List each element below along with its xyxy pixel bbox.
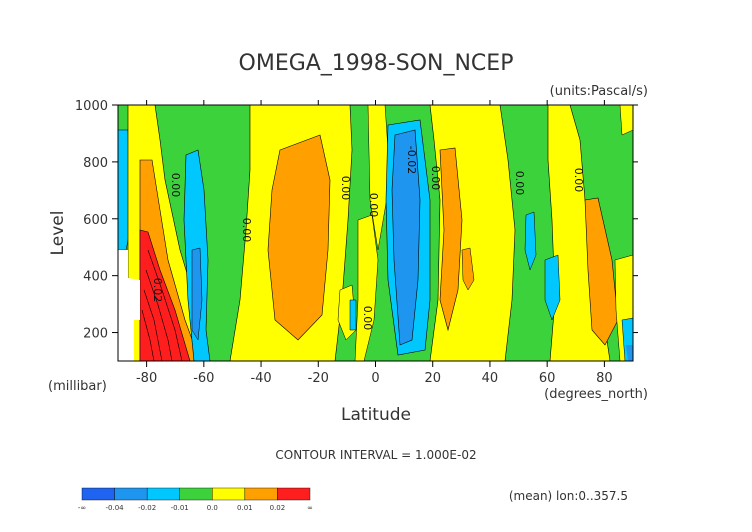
y-tick-label: 600 xyxy=(83,213,108,228)
colorbar-label: -0.04 xyxy=(106,504,125,512)
colorbar-label: -0.02 xyxy=(138,504,156,512)
region-blue-corner-bottom xyxy=(626,345,633,361)
x-tick-label: 0 xyxy=(371,371,379,386)
colorbar-swatch xyxy=(146,487,180,501)
x-tick-label: -40 xyxy=(250,371,271,386)
region-orange-northsubtropic xyxy=(439,147,463,332)
region-yellow-equator-top xyxy=(367,105,391,251)
contour-label: 0.00 xyxy=(572,168,585,193)
y-tick-label: 400 xyxy=(83,270,108,285)
y-axis: 200 400 600 800 1000 xyxy=(75,99,638,342)
contour-label: 0.00 xyxy=(240,218,253,243)
colorbar-swatch xyxy=(277,487,311,501)
units-label: (units:Pascal/s) xyxy=(550,84,648,99)
contour-label: 0.00 xyxy=(361,306,374,331)
y-tick-label: 200 xyxy=(83,327,108,342)
region-yellow-northsubtropic xyxy=(429,105,516,361)
contour-labels: 0.00 0.00 0.00 0.00 -0.02 0.00 0.00 0.00 0.00 0.0… xyxy=(151,146,585,330)
colorbar-label: 0.02 xyxy=(270,504,286,512)
region-below-surface xyxy=(118,250,140,361)
contour-label: 0.02 xyxy=(151,278,164,303)
contour-label: 0.00 xyxy=(513,171,526,196)
x-tick-label: 20 xyxy=(424,371,441,386)
y-axis-label: Level xyxy=(48,211,68,256)
region-cyan-blob-north-1 xyxy=(524,211,537,271)
region-blue-southmid xyxy=(191,247,203,341)
region-orange-northmid xyxy=(584,197,619,346)
region-orange-blob-north xyxy=(461,247,475,291)
colorbar-label: -∞ xyxy=(78,504,86,512)
region-cyan-blob-1 xyxy=(349,299,357,331)
contour-label: -0.02 xyxy=(405,146,418,174)
region-yellow-corner-top xyxy=(619,105,633,136)
contour-interval-note: CONTOUR INTERVAL = 1.000E-02 xyxy=(275,448,476,462)
colorbar-swatch xyxy=(114,487,148,501)
region-orange-southsubtropic xyxy=(267,134,331,341)
chart-title: OMEGA_1998-SON_NCEP xyxy=(239,51,514,76)
contour-label: 0.00 xyxy=(339,176,352,201)
x-axis-units: (degrees_north) xyxy=(544,387,648,402)
region-blue-equator xyxy=(391,129,421,346)
colorbar-swatch xyxy=(179,487,213,501)
x-tick-label: 80 xyxy=(596,371,613,386)
red-core-dense-contours xyxy=(141,249,183,361)
colorbar-swatch xyxy=(244,487,278,501)
contour-label: 0.00 xyxy=(169,173,182,198)
mean-footnote: (mean) lon:0..357.5 xyxy=(509,489,628,503)
contour-label: 0.00 xyxy=(429,166,442,191)
colorbar-label: 0.0 xyxy=(207,504,218,512)
colorbar-label: 0.01 xyxy=(237,504,253,512)
colorbar-swatch xyxy=(81,487,115,501)
region-cyan-blob-north-2 xyxy=(544,254,561,321)
x-axis: -80 -60 -40 -20 0 20 40 60 80 xyxy=(136,100,613,386)
colorbar-swatch xyxy=(212,487,246,501)
x-tick-label: -20 xyxy=(308,371,329,386)
x-tick-label: -80 xyxy=(136,371,157,386)
x-tick-label: 40 xyxy=(482,371,499,386)
x-axis-label: Latitude xyxy=(341,405,411,425)
y-tick-label: 800 xyxy=(83,156,108,171)
colorbar-label: ∞ xyxy=(307,504,313,512)
y-axis-units: (millibar) xyxy=(48,379,107,394)
x-tick-label: -60 xyxy=(193,371,214,386)
colorbar: -∞ -0.04 -0.02 -0.01 0.0 0.01 0.02 ∞ xyxy=(78,487,313,512)
x-tick-label: 60 xyxy=(539,371,556,386)
y-tick-label: 1000 xyxy=(75,99,108,114)
contour-field xyxy=(118,105,633,361)
contour-label: 0.00 xyxy=(367,193,380,218)
region-yellow-equator-low xyxy=(354,214,379,361)
colorbar-label: -0.01 xyxy=(171,504,189,512)
